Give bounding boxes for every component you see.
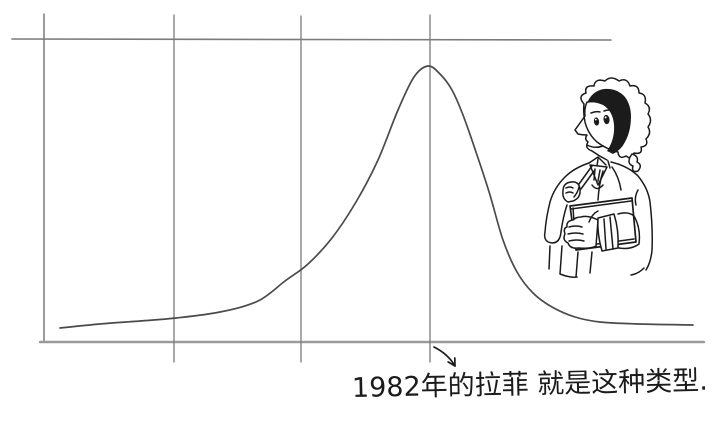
gentleman-cartoon-illustration <box>543 77 653 278</box>
chart-layer <box>11 13 706 363</box>
wig-curl-path <box>628 153 641 173</box>
thumb-path <box>588 210 599 223</box>
mouth-path <box>586 144 604 149</box>
right-eye-glint <box>604 116 607 119</box>
annotation-arrow-shaft <box>433 346 456 367</box>
left-eye-glint <box>594 118 597 121</box>
neck-lines-path <box>596 158 611 169</box>
collar-path <box>588 156 607 166</box>
hair-path <box>587 88 631 154</box>
ruffle-path <box>591 184 604 190</box>
lapel-lines-path <box>578 165 595 190</box>
cravat-hatch-path <box>593 168 601 182</box>
annotation-arrow-head <box>447 357 456 367</box>
left-eyebrow-path <box>590 110 601 114</box>
aging-curve-path <box>59 65 694 329</box>
annotation-text: 1982年的拉菲 就是这种类型. <box>351 365 709 404</box>
coat-right-side-path <box>610 161 653 271</box>
top-boundary-line <box>11 38 612 41</box>
annotation-arrow <box>433 346 456 367</box>
right-eyebrow-path <box>603 109 614 112</box>
cuff-hatch-path <box>603 216 614 250</box>
coat-right-lapel-path <box>611 166 622 191</box>
cuff-path <box>597 213 619 252</box>
coat-chest-line-path <box>597 170 604 201</box>
coat-fold-path <box>634 189 639 206</box>
fist-knuckles-path <box>565 186 580 198</box>
face-profile-path <box>574 101 608 161</box>
book-hand-fingers-path <box>567 225 585 242</box>
coat-left-arm-path <box>543 162 590 244</box>
coat-bottom-path <box>548 245 645 278</box>
book-hand-path <box>563 215 599 249</box>
sleeve-path <box>617 212 641 250</box>
